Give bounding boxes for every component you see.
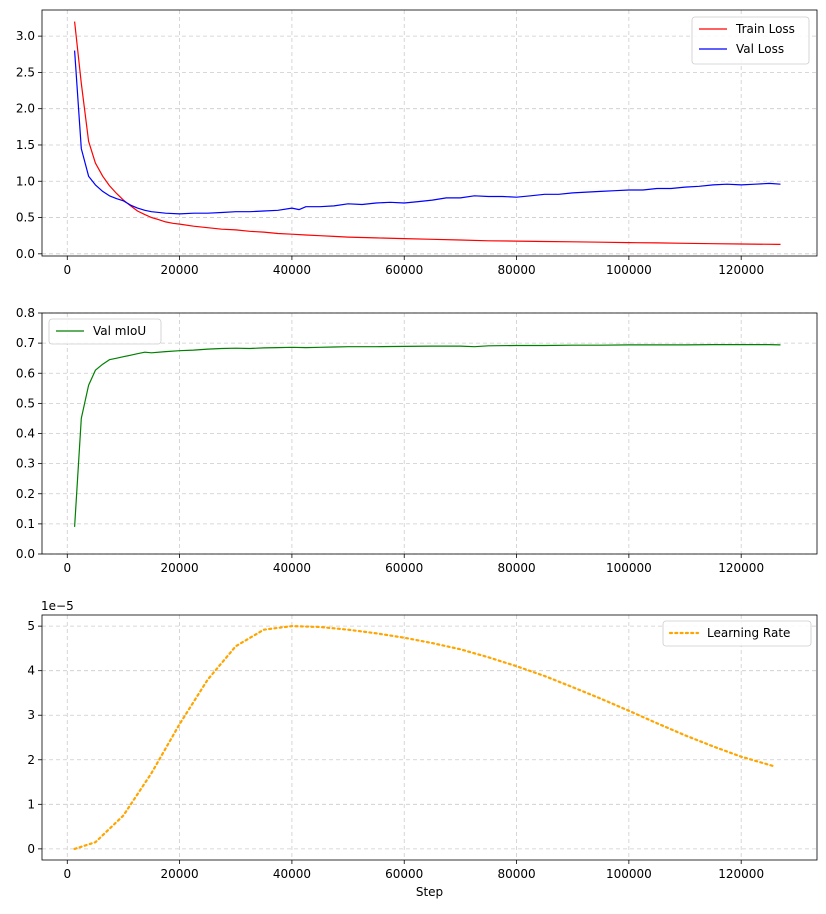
x-tick-label: 40000 <box>273 263 311 277</box>
y-tick-label: 1 <box>27 797 35 811</box>
legend-label: Val Loss <box>736 42 784 56</box>
x-tick-label: 60000 <box>385 561 423 575</box>
legend-label: Learning Rate <box>707 626 790 640</box>
x-tick-label: 40000 <box>273 561 311 575</box>
x-tick-label: 60000 <box>385 263 423 277</box>
y-tick-label: 0 <box>27 842 35 856</box>
y-tick-label: 2.0 <box>16 102 35 116</box>
x-tick-label: 60000 <box>385 867 423 881</box>
legend-box <box>48 318 162 345</box>
x-tick-label: 80000 <box>497 561 535 575</box>
x-tick-label: 120000 <box>718 263 764 277</box>
y-tick-label: 0.1 <box>16 517 35 531</box>
legend: Learning Rate <box>662 620 812 647</box>
y-tick-label: 0.4 <box>16 427 35 441</box>
y-tick-label: 0.3 <box>16 457 35 471</box>
legend-box <box>662 620 812 647</box>
x-tick-label: 100000 <box>606 561 652 575</box>
y-tick-label: 4 <box>27 664 35 678</box>
y-tick-label: 0.5 <box>16 396 35 410</box>
y-tick-label: 5 <box>27 619 35 633</box>
y-tick-label: 1.0 <box>16 174 35 188</box>
y-tick-label: 0.5 <box>16 211 35 225</box>
x-tick-label: 20000 <box>160 263 198 277</box>
x-tick-label: 100000 <box>606 263 652 277</box>
y-tick-label: 3.0 <box>16 29 35 43</box>
y-tick-label: 0.8 <box>16 306 35 320</box>
x-tick-label: 0 <box>63 867 71 881</box>
y-tick-label: 0.2 <box>16 487 35 501</box>
axes-frame <box>41 9 818 257</box>
x-tick-label: 20000 <box>160 561 198 575</box>
x-tick-label: 80000 <box>497 867 535 881</box>
series-line-val-loss <box>74 50 781 215</box>
x-tick-label: 100000 <box>606 867 652 881</box>
subplot-3: 0 20000 40000 60000 80000 100000 120000 0 1 2 3 4 51… <box>27 599 818 899</box>
series-line-val-miou <box>74 344 781 527</box>
y-tick-label: 3 <box>27 708 35 722</box>
y-scale-offset-label: 1e−5 <box>41 599 74 613</box>
series-line-train-loss <box>74 21 781 245</box>
x-tick-label: 20000 <box>160 867 198 881</box>
y-tick-label: 0.6 <box>16 366 35 380</box>
axes-frame <box>41 614 818 861</box>
subplot-2: 0 20000 40000 60000 80000 100000 120000 0.0 0.1 0… <box>16 306 818 575</box>
x-axis-label: Step <box>416 885 443 899</box>
legend-label: Train Loss <box>735 22 795 36</box>
y-tick-label: 0.0 <box>16 247 35 261</box>
x-tick-label: 80000 <box>497 263 535 277</box>
y-tick-label: 0.7 <box>16 336 35 350</box>
x-tick-label: 0 <box>63 263 71 277</box>
x-tick-label: 120000 <box>718 867 764 881</box>
y-tick-label: 1.5 <box>16 138 35 152</box>
y-tick-label: 2 <box>27 753 35 767</box>
series-line-learning-rate <box>73 624 777 851</box>
subplot-1: 0 20000 40000 60000 80000 100000 120000 0.0 0.5 1… <box>16 9 818 277</box>
legend: Val mIoU <box>48 318 162 345</box>
y-tick-label: 0.0 <box>16 547 35 561</box>
x-tick-label: 0 <box>63 561 71 575</box>
x-tick-label: 40000 <box>273 867 311 881</box>
legend: Train Loss Val Loss <box>691 16 810 65</box>
legend-label: Val mIoU <box>93 324 146 338</box>
x-tick-label: 120000 <box>718 561 764 575</box>
y-tick-label: 2.5 <box>16 65 35 79</box>
